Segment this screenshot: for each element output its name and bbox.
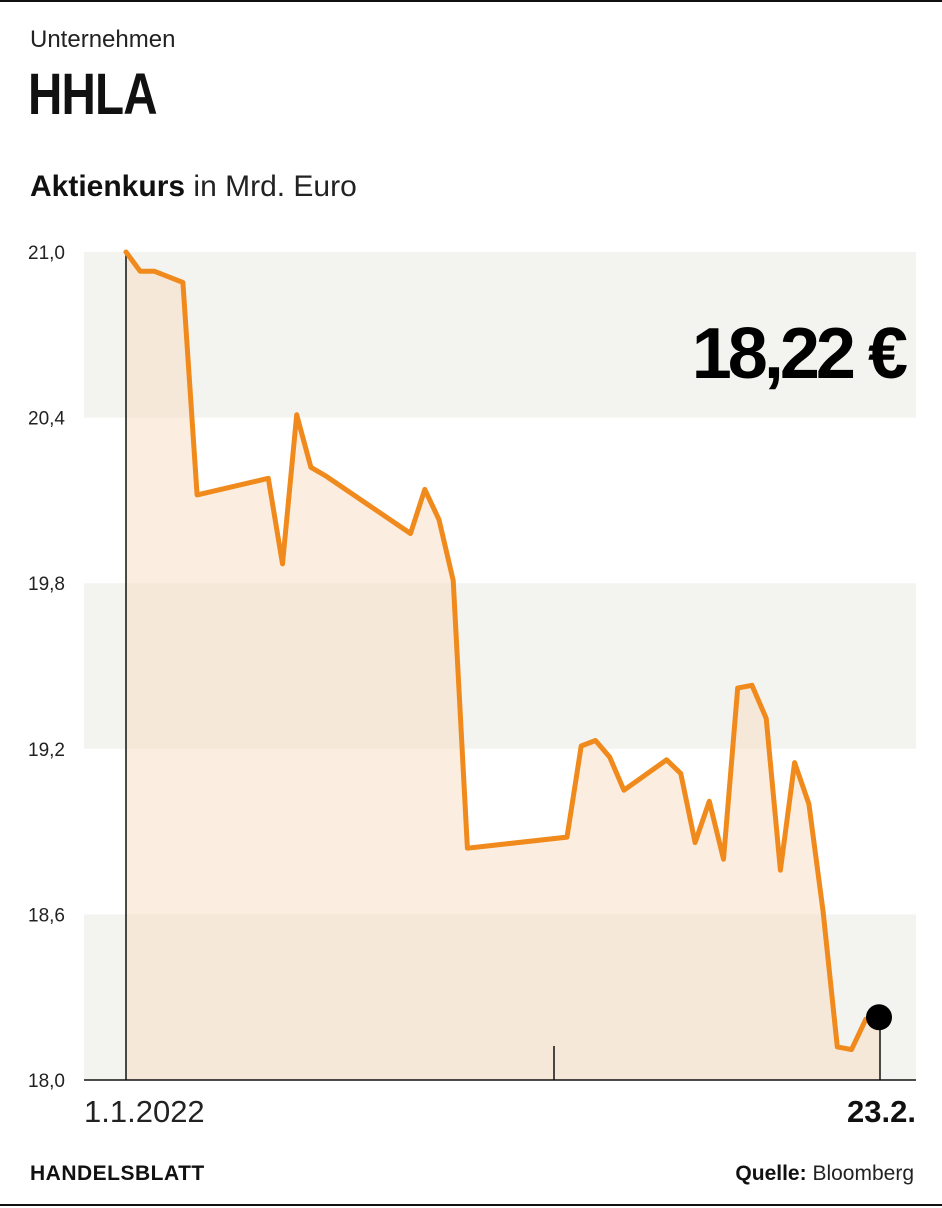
y-tick-label: 19,2	[28, 740, 65, 761]
source-key: Quelle:	[735, 1162, 807, 1185]
subtitle-bold: Aktienkurs	[30, 170, 186, 203]
last-point-dot	[866, 1004, 892, 1031]
grid-band	[84, 252, 916, 418]
page-title: HHLA	[28, 62, 158, 127]
bottom-rule	[0, 1204, 942, 1206]
source-value: Bloomberg	[806, 1162, 914, 1185]
y-axis-labels: 21,0 20,4 19,8 19,2 18,6 18,0	[28, 243, 65, 1092]
source-label: Quelle: Bloomberg	[735, 1162, 914, 1186]
top-rule	[0, 0, 942, 2]
y-tick-label: 18,6	[28, 905, 65, 926]
y-tick-label: 18,0	[28, 1071, 65, 1092]
series-line	[123, 249, 883, 1053]
chart-subtitle: Aktienkurs in Mrd. Euro	[30, 170, 357, 204]
x-end-label: 23.2.	[847, 1094, 916, 1129]
kicker: Unternehmen	[30, 26, 176, 53]
y-tick-label: 21,0	[28, 243, 65, 264]
subtitle-rest: in Mrd. Euro	[185, 170, 357, 203]
line-chart: 21,020,419,819,218,618,0 1.1.2022 23.2. …	[28, 243, 916, 1129]
current-value-label: 18,22 €	[692, 314, 907, 394]
brand-label: HANDELSBLATT	[30, 1162, 205, 1185]
y-tick-label: 20,4	[28, 409, 65, 430]
area-fill	[126, 252, 880, 1080]
x-start-label: 1.1.2022	[84, 1094, 205, 1129]
y-tick-label: 19,8	[28, 574, 65, 595]
